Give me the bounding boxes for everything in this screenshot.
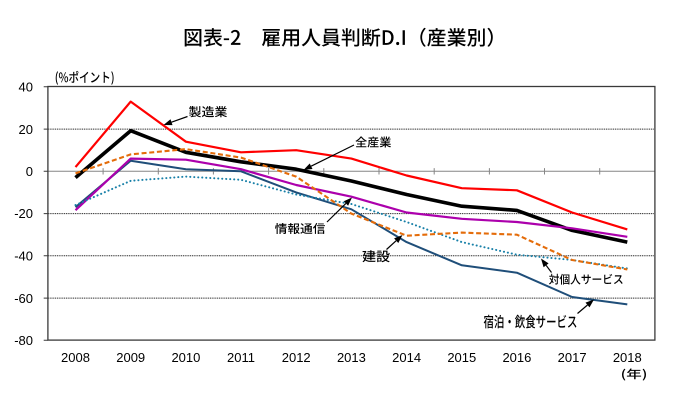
svg-text:2018: 2018 (613, 350, 642, 365)
svg-text:-80: -80 (14, 333, 33, 348)
svg-text:2010: 2010 (171, 350, 200, 365)
svg-text:2016: 2016 (502, 350, 531, 365)
svg-text:-60: -60 (14, 291, 33, 306)
svg-text:2015: 2015 (447, 350, 476, 365)
svg-text:2009: 2009 (116, 350, 145, 365)
svg-text:0: 0 (26, 164, 33, 179)
svg-text:2013: 2013 (337, 350, 366, 365)
svg-text:-40: -40 (14, 249, 33, 264)
svg-text:2012: 2012 (282, 350, 311, 365)
svg-text:2008: 2008 (61, 350, 90, 365)
svg-text:2014: 2014 (392, 350, 421, 365)
svg-text:2011: 2011 (227, 350, 255, 365)
svg-text:40: 40 (19, 80, 33, 95)
svg-text:20: 20 (19, 122, 33, 137)
svg-text:-20: -20 (14, 206, 33, 221)
svg-text:2017: 2017 (558, 350, 587, 365)
